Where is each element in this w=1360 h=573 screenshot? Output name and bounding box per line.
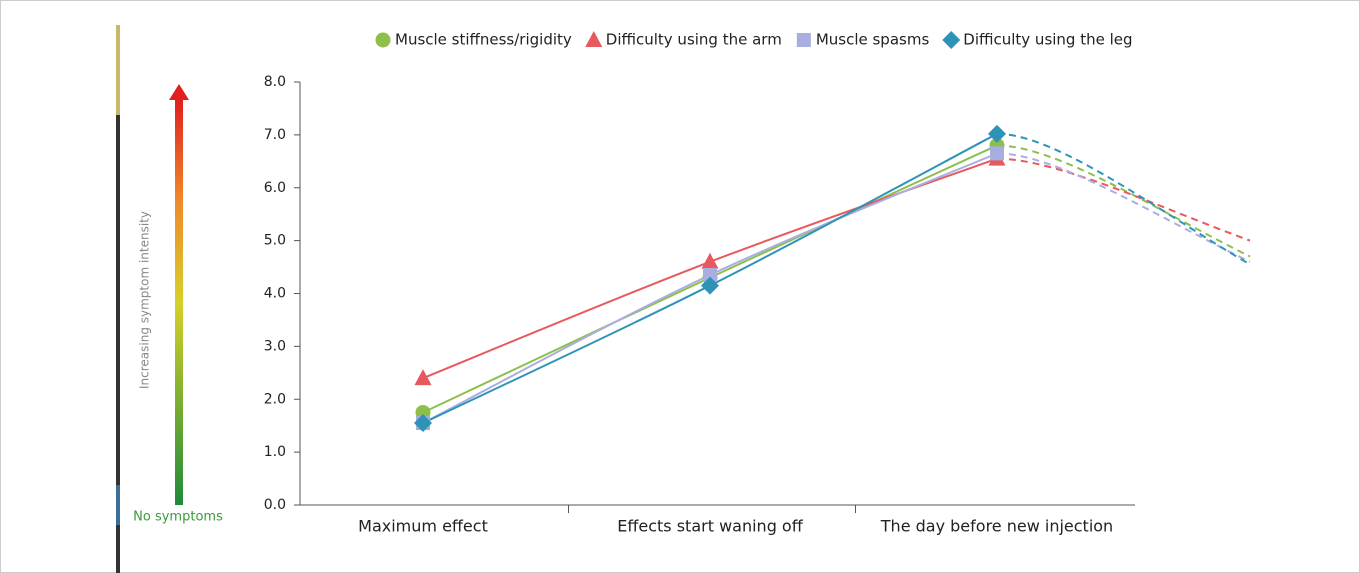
legend-label: Difficulty using the arm	[606, 31, 782, 49]
y-tick-label: 1.0	[264, 444, 286, 460]
y-tick-label: 2.0	[264, 391, 286, 407]
series-extrapolation	[997, 159, 1250, 241]
scale-arrow	[175, 100, 183, 505]
x-tick-label: Maximum effect	[358, 517, 488, 536]
y-tick-label: 5.0	[264, 233, 286, 249]
scale-arrow-head	[169, 84, 189, 100]
page: Increasing symptom intensity No symptoms…	[0, 0, 1360, 573]
marker	[988, 125, 1006, 143]
edge-strip	[116, 25, 120, 115]
frame	[1, 1, 1360, 573]
y-tick-label: 7.0	[264, 127, 286, 143]
marker	[990, 146, 1004, 160]
legend-label: Muscle stiffness/rigidity	[395, 31, 572, 49]
legend-label: Difficulty using the leg	[963, 31, 1132, 49]
legend-marker	[585, 31, 602, 47]
y-tick-label: 4.0	[264, 286, 286, 302]
series-extrapolation	[997, 134, 1250, 265]
series-extrapolation	[997, 145, 1250, 256]
y-tick-label: 0.0	[264, 497, 286, 513]
legend-label: Muscle spasms	[816, 31, 930, 49]
legend-marker	[797, 33, 811, 47]
x-tick-label: The day before new injection	[880, 517, 1113, 536]
y-tick-label: 8.0	[264, 74, 286, 90]
marker	[702, 253, 719, 269]
marker	[415, 369, 432, 385]
scale-bottom-label: No symptoms	[133, 510, 223, 525]
edge-strip	[116, 485, 120, 525]
legend-marker	[942, 31, 960, 49]
legend-marker	[376, 33, 391, 48]
series-extrapolation	[997, 153, 1250, 261]
x-tick-label: Effects start waning off	[617, 517, 803, 536]
y-tick-label: 3.0	[264, 338, 286, 354]
chart: Increasing symptom intensity No symptoms…	[0, 0, 1360, 573]
y-tick-label: 6.0	[264, 180, 286, 196]
scale-label: Increasing symptom intensity	[138, 211, 152, 389]
